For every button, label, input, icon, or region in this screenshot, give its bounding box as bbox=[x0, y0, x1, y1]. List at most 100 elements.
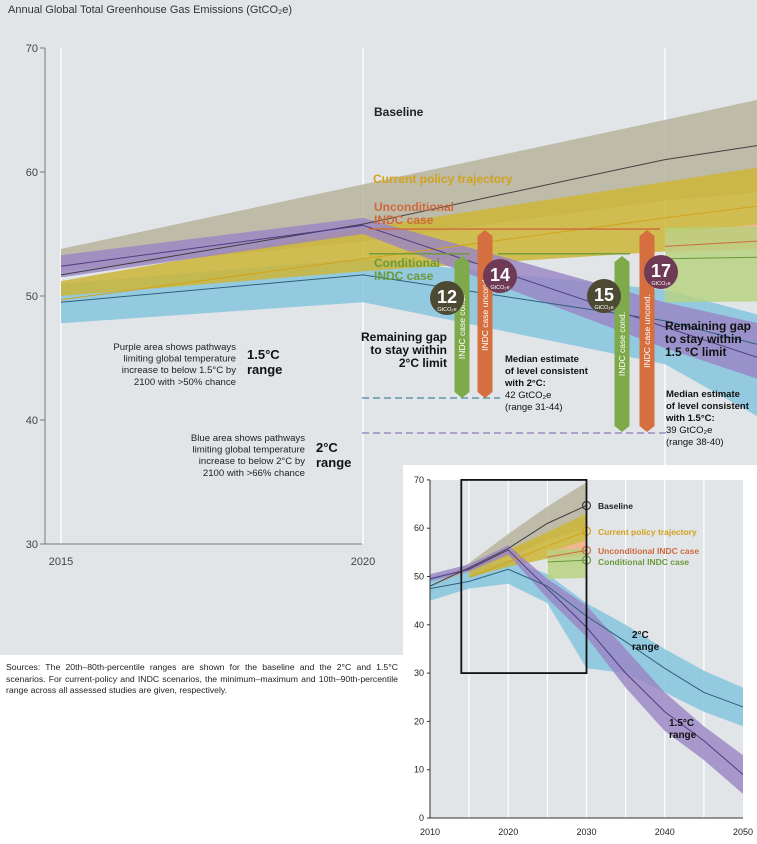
inset-range-15c-label-line-2: range bbox=[669, 730, 697, 741]
gap-15c-cond-bubble-value: 15 bbox=[594, 285, 614, 305]
main-range-2c-label-line-2: range bbox=[316, 455, 351, 470]
gap-15c-cond-bubble-unit: GtCO₂e bbox=[594, 305, 613, 311]
inset-x-tick-2020: 2020 bbox=[498, 827, 518, 837]
chart-title: Annual Global Total Greenhouse Gas Emiss… bbox=[8, 4, 293, 16]
gap-2c-title-line-2: to stay within bbox=[370, 343, 447, 357]
gap-15c-uncond-bubble-unit: GtCO₂e bbox=[651, 281, 670, 287]
gap-15c-uncond-bubble-circle bbox=[644, 255, 678, 289]
median-15c-note-line-1: Median estimate bbox=[666, 389, 740, 400]
main-line-unconditional-indc-case bbox=[664, 240, 757, 247]
main-y-tick-30: 30 bbox=[26, 539, 38, 551]
gap-2c-uncond-label: INDC case uncond. bbox=[480, 277, 490, 351]
inset-label-conditional: Conditional INDC case bbox=[598, 557, 689, 567]
inset-axes bbox=[427, 479, 743, 819]
inset-range-2c-label-line-2: range bbox=[632, 642, 660, 653]
median-15c-note-line-5: (range 38-40) bbox=[666, 437, 724, 448]
inset-x-tick-2040: 2040 bbox=[655, 827, 675, 837]
gap-15c-title-line-3: 1.5 °C limit bbox=[665, 345, 726, 359]
median-2c-note-line-3: with 2°C: bbox=[504, 378, 546, 389]
main-line-current-policy-trajectory bbox=[60, 205, 757, 301]
purple-area-note-line-4: 2100 with >50% chance bbox=[134, 377, 236, 388]
inset-line-baseline bbox=[429, 505, 587, 587]
main-label-current-policy: Current policy trajectory bbox=[373, 172, 513, 186]
main-label-unconditional-line-1: Unconditional bbox=[374, 200, 454, 214]
inset-x-tick-2030: 2030 bbox=[576, 827, 596, 837]
gap-2c-title-line-3: 2°C limit bbox=[399, 356, 447, 370]
inset-range-15c-label-line-1: 1.5°C bbox=[669, 718, 694, 729]
sources-panel-background bbox=[0, 655, 402, 839]
inset-label-current-policy: Current policy trajectory bbox=[598, 527, 697, 537]
gap-15c-title-line-2: to stay within bbox=[665, 332, 742, 346]
inset-x-tick-2050: 2050 bbox=[733, 827, 753, 837]
main-label-unconditional-line-2: INDC case bbox=[374, 213, 434, 227]
main-range-15c-label-line-1: 1.5°C bbox=[247, 347, 280, 362]
inset-x-tick-2010: 2010 bbox=[420, 827, 440, 837]
median-2c-note-line-4: 42 GtCO₂e bbox=[505, 390, 551, 401]
purple-area-note-line-2: limiting global temperature bbox=[123, 354, 236, 365]
main-x-tick-2020: 2020 bbox=[351, 556, 375, 568]
inset-y-tick-70: 70 bbox=[414, 475, 424, 485]
main-label-conditional-line-1: Conditional bbox=[374, 256, 440, 270]
inset-band-baseline bbox=[430, 482, 587, 587]
main-line-conditional-indc-case bbox=[664, 256, 757, 260]
inset-line-unconditional-indc-case bbox=[547, 549, 587, 558]
main-annotations: Baseline Current policy trajectory Uncondi… bbox=[113, 105, 751, 479]
inset-y-tick-40: 40 bbox=[414, 620, 424, 630]
median-2c-note-line-5: (range 31-44) bbox=[505, 402, 563, 413]
main-range-15c-label-line-2: range bbox=[247, 362, 282, 377]
gap-15c-uncond-bubble-value: 17 bbox=[651, 261, 671, 281]
inset-y-tick-0: 0 bbox=[419, 813, 424, 823]
main-band-conditional-indc-case bbox=[665, 226, 757, 303]
gap-15c-uncond-label: INDC case uncond. bbox=[642, 294, 652, 368]
blue-area-note-line-1: Blue area shows pathways bbox=[191, 433, 305, 444]
main-band-baseline bbox=[61, 99, 757, 272]
inset-band-current-policy-trajectory bbox=[469, 513, 587, 578]
inset-y-tick-30: 30 bbox=[414, 668, 424, 678]
gap-2c-uncond-bubble-unit: GtCO₂e bbox=[490, 285, 509, 291]
sources-note: Sources: The 20th–80th-percentile ranges… bbox=[6, 662, 398, 696]
median-2c-note-line-2: of level consistent bbox=[505, 366, 589, 377]
main-line-2-c-range bbox=[60, 274, 757, 345]
inset-line-conditional-indc-case bbox=[547, 559, 587, 563]
main-line-baseline bbox=[60, 145, 757, 276]
inset-annotations: Baseline Current policy trajectory Uncondi… bbox=[460, 478, 699, 741]
median-15c-note-line-2: of level consistent bbox=[666, 401, 750, 412]
gap-15c-cond-bubble-circle bbox=[587, 279, 621, 313]
inset-highlight-box bbox=[460, 478, 588, 674]
main-y-tick-70: 70 bbox=[26, 43, 38, 55]
gap-15c-cond-label: INDC case cond. bbox=[617, 312, 627, 376]
blue-area-note-line-4: 2100 with >66% chance bbox=[203, 468, 305, 479]
main-label-baseline: Baseline bbox=[374, 105, 424, 119]
main-axes bbox=[40, 47, 362, 545]
blue-area-note-line-2: limiting global temperature bbox=[192, 445, 305, 456]
main-y-tick-50: 50 bbox=[26, 291, 38, 303]
inset-range-2c-label-line-1: 2°C bbox=[632, 630, 649, 641]
median-2c-note-line-1: Median estimate bbox=[505, 354, 579, 365]
gap-2c-cond-bubble-value: 12 bbox=[437, 287, 457, 307]
inset-label-baseline: Baseline bbox=[598, 501, 633, 511]
main-y-tick-60: 60 bbox=[26, 167, 38, 179]
inset-line-current-policy-trajectory bbox=[468, 530, 587, 578]
purple-area-note-line-1: Purple area shows pathways bbox=[113, 342, 236, 353]
inset-y-tick-60: 60 bbox=[414, 523, 424, 533]
inset-y-tick-50: 50 bbox=[414, 572, 424, 582]
median-15c-note-line-3: with 1.5°C: bbox=[665, 413, 715, 424]
inset-y-tick-20: 20 bbox=[414, 716, 424, 726]
gap-2c-cond-bubble-unit: GtCO₂e bbox=[437, 307, 456, 313]
main-y-tick-40: 40 bbox=[26, 415, 38, 427]
inset-label-unconditional: Unconditional INDC case bbox=[598, 546, 699, 556]
gap-2c-cond-bubble-circle bbox=[430, 281, 464, 315]
main-label-conditional-line-2: INDC case bbox=[374, 269, 434, 283]
main-range-2c-label-line-1: 2°C bbox=[316, 440, 338, 455]
purple-area-note-line-3: increase to below 1.5°C by bbox=[122, 365, 236, 376]
median-15c-note-line-4: 39 GtCO₂e bbox=[666, 425, 712, 436]
main-x-tick-2015: 2015 bbox=[49, 556, 73, 568]
inset-band-conditional-indc-case bbox=[547, 548, 587, 579]
inset-y-tick-10: 10 bbox=[414, 765, 424, 775]
blue-area-note-line-3: increase to below 2°C by bbox=[199, 456, 305, 467]
gap-2c-title-line-1: Remaining gap bbox=[361, 330, 447, 344]
